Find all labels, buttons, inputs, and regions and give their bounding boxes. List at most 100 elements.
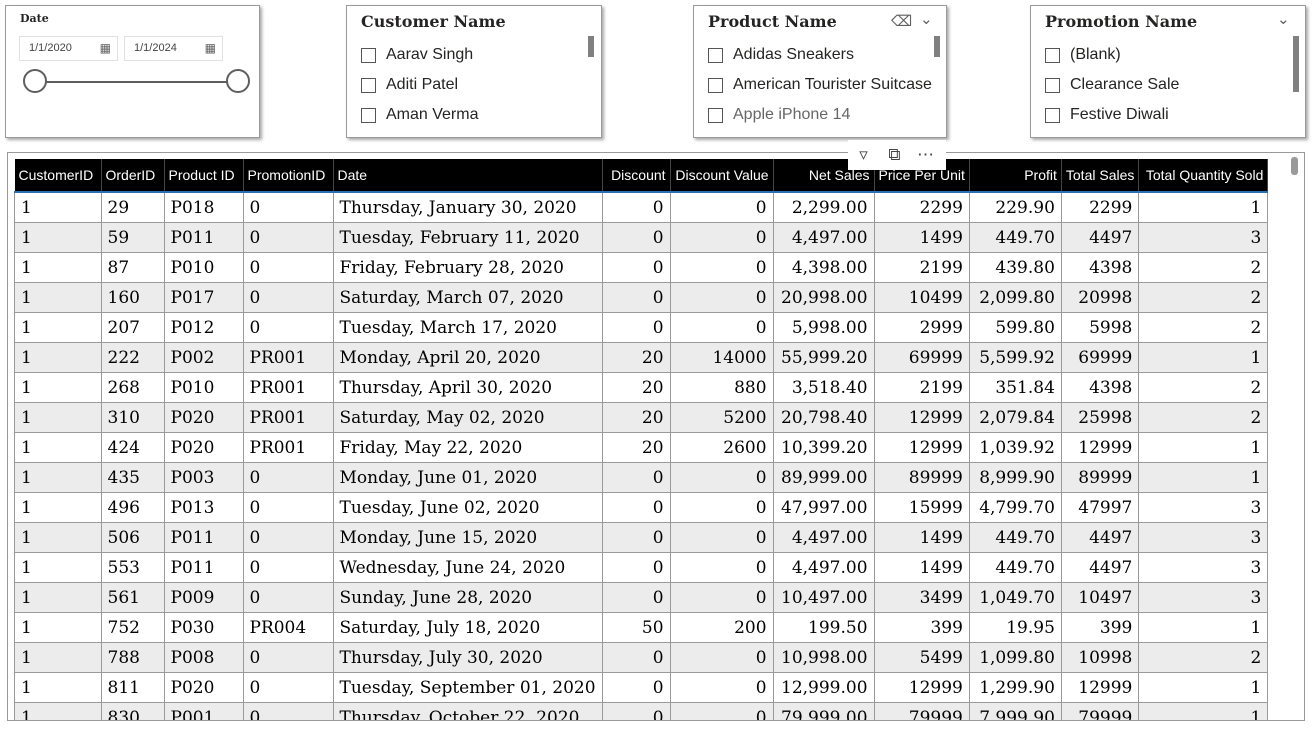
slicer-item[interactable]: Aman Verma xyxy=(361,100,478,130)
table-cell: 435 xyxy=(100,462,165,493)
date-slider-end-handle[interactable] xyxy=(226,69,250,93)
table-cell: Tuesday, March 17, 2020 xyxy=(332,312,603,343)
table-cell: 0 xyxy=(669,282,774,313)
table-row[interactable]: 1 752 P030 PR004 Saturday, July 18, 2020 50 20… xyxy=(14,612,1269,643)
focus-mode-icon[interactable]: ⧉ xyxy=(888,145,901,164)
table-row[interactable]: 1 59 P011 0 Tuesday, February 11, 2020 0 0 4,49… xyxy=(14,222,1269,253)
column-header[interactable]: OrderID xyxy=(101,159,165,193)
date-slicer-title: Date xyxy=(20,12,49,25)
table-row[interactable]: 1 435 P003 0 Monday, June 01, 2020 0 0 89,999.0… xyxy=(14,462,1269,493)
slicer-item[interactable]: (Blank) xyxy=(1045,40,1179,70)
table-cell: 2 xyxy=(1138,642,1269,673)
checkbox[interactable] xyxy=(708,107,723,123)
filter-icon[interactable]: ▿ xyxy=(859,145,868,164)
table-cell: 0 xyxy=(601,672,671,703)
column-header[interactable]: PromotionID xyxy=(243,159,334,193)
table-row[interactable]: 1 553 P011 0 Wednesday, June 24, 2020 0 0 4,497… xyxy=(14,552,1269,583)
column-header[interactable]: Profit xyxy=(969,159,1062,193)
table-row[interactable]: 1 222 P002 PR001 Monday, April 20, 2020 20 140… xyxy=(14,342,1269,373)
calendar-icon[interactable]: ▦ xyxy=(99,41,111,55)
end-date-input[interactable]: 1/1/2024 ▦ xyxy=(124,36,223,61)
slicer-item[interactable]: Aditi Patel xyxy=(361,70,478,100)
checkbox[interactable] xyxy=(1045,77,1060,93)
column-header[interactable]: Discount xyxy=(602,159,671,193)
table-cell: 20,798.40 xyxy=(772,402,875,433)
checkbox[interactable] xyxy=(361,107,376,123)
checkbox[interactable] xyxy=(708,47,723,63)
table-cell: 4398 xyxy=(1060,372,1140,403)
table-row[interactable]: 1 561 P009 0 Sunday, June 28, 2020 0 0 10,497.0… xyxy=(14,582,1269,613)
table-scrollbar[interactable] xyxy=(1291,157,1298,175)
table-row[interactable]: 1 87 P010 0 Friday, February 28, 2020 0 0 4,398… xyxy=(14,252,1269,283)
visual-header-toolbar: ▿ ⧉ ⋯ xyxy=(848,140,946,170)
slicer-item-label: Adidas Sneakers xyxy=(733,46,854,63)
table-row[interactable]: 1 310 P020 PR001 Saturday, May 02, 2020 20 520… xyxy=(14,402,1269,433)
promotion-slicer-scrollbar[interactable] xyxy=(1293,36,1299,92)
table-cell: 47997 xyxy=(1060,492,1140,523)
table-row[interactable]: 1 830 P001 0 Thursday, October 22, 2020 0 0 79,… xyxy=(14,702,1269,720)
chevron-down-icon[interactable]: ⌄ xyxy=(920,11,933,28)
table-cell: 1 xyxy=(1138,342,1269,373)
slicer-item[interactable]: Adidas Sneakers xyxy=(708,40,932,70)
table-cell: 0 xyxy=(669,312,774,343)
table-row[interactable]: 1 160 P017 0 Saturday, March 07, 2020 0 0 20,99… xyxy=(14,282,1269,313)
table-cell: 1499 xyxy=(873,552,970,583)
table-cell: PR001 xyxy=(242,432,334,463)
table-cell: 79999 xyxy=(1060,702,1140,720)
table-cell: Sunday, June 28, 2020 xyxy=(332,582,603,613)
column-header[interactable]: CustomerID xyxy=(14,159,102,193)
checkbox[interactable] xyxy=(708,77,723,93)
checkbox[interactable] xyxy=(361,77,376,93)
table-cell: 2199 xyxy=(873,372,970,403)
start-date-input[interactable]: 1/1/2020 ▦ xyxy=(19,36,118,61)
slicer-item[interactable]: Festive Diwali xyxy=(1045,100,1179,130)
table-cell: 0 xyxy=(669,552,774,583)
table-cell: Saturday, March 07, 2020 xyxy=(332,282,603,313)
table-row[interactable]: 1 506 P011 0 Monday, June 15, 2020 0 0 4,497.00… xyxy=(14,522,1269,553)
column-header[interactable]: Date xyxy=(333,159,603,193)
column-header[interactable]: Discount Value xyxy=(670,159,774,193)
date-slider-start-handle[interactable] xyxy=(23,69,47,93)
table-cell: 0 xyxy=(242,312,334,343)
table-row[interactable]: 1 29 P018 0 Thursday, January 30, 2020 0 0 2,29… xyxy=(14,191,1269,223)
table-row[interactable]: 1 811 P020 0 Tuesday, September 01, 2020 0 0 12… xyxy=(14,672,1269,703)
product-slicer-scrollbar[interactable] xyxy=(934,36,940,57)
calendar-icon[interactable]: ▦ xyxy=(204,41,216,55)
table-cell: 8,999.90 xyxy=(968,462,1062,493)
table-cell: 3 xyxy=(1138,582,1269,613)
slicer-item[interactable]: American Tourister Suitcase xyxy=(708,70,932,100)
table-cell: P018 xyxy=(163,191,244,223)
table-cell: P020 xyxy=(163,432,244,463)
table-cell: Friday, February 28, 2020 xyxy=(332,252,603,283)
more-options-icon[interactable]: ⋯ xyxy=(917,145,934,164)
table-cell: 89,999.00 xyxy=(772,462,875,493)
column-header[interactable]: Product ID xyxy=(164,159,244,193)
slicer-item[interactable]: Aarav Singh xyxy=(361,40,478,70)
date-range-slider-track[interactable] xyxy=(36,81,240,83)
table-cell: 0 xyxy=(669,492,774,523)
table-cell: 0 xyxy=(242,492,334,523)
checkbox[interactable] xyxy=(361,47,376,63)
table-row[interactable]: 1 268 P010 PR001 Thursday, April 30, 2020 20 8… xyxy=(14,372,1269,403)
customer-slicer-scrollbar[interactable] xyxy=(588,36,594,57)
table-row[interactable]: 1 496 P013 0 Tuesday, June 02, 2020 0 0 47,997.… xyxy=(14,492,1269,523)
checkbox[interactable] xyxy=(1045,107,1060,123)
slicer-item[interactable]: Apple iPhone 14 xyxy=(708,100,932,130)
eraser-icon[interactable]: ⌫ xyxy=(891,13,913,30)
table-row[interactable]: 1 788 P008 0 Thursday, July 30, 2020 0 0 10,998… xyxy=(14,642,1269,673)
table-row[interactable]: 1 207 P012 0 Tuesday, March 17, 2020 0 0 5,998.… xyxy=(14,312,1269,343)
slicer-item[interactable]: Clearance Sale xyxy=(1045,70,1179,100)
table-cell: Friday, May 22, 2020 xyxy=(332,432,603,463)
table-cell: 1,299.90 xyxy=(968,672,1062,703)
slicer-item-label: American Tourister Suitcase xyxy=(733,76,932,93)
table-cell: 20 xyxy=(601,402,671,433)
table-row[interactable]: 1 424 P020 PR001 Friday, May 22, 2020 20 2600 1… xyxy=(14,432,1269,463)
checkbox[interactable] xyxy=(1045,47,1060,63)
table-cell: PR001 xyxy=(242,372,334,403)
column-header[interactable]: Total Sales xyxy=(1061,159,1140,193)
table-cell: 20 xyxy=(601,372,671,403)
column-header[interactable]: Total Quantity Sold xyxy=(1138,159,1269,193)
date-slicer: Date 1/1/2020 ▦ 1/1/2024 ▦ xyxy=(5,5,260,138)
table-cell: 0 xyxy=(601,522,671,553)
chevron-down-icon[interactable]: ⌄ xyxy=(1277,11,1290,28)
